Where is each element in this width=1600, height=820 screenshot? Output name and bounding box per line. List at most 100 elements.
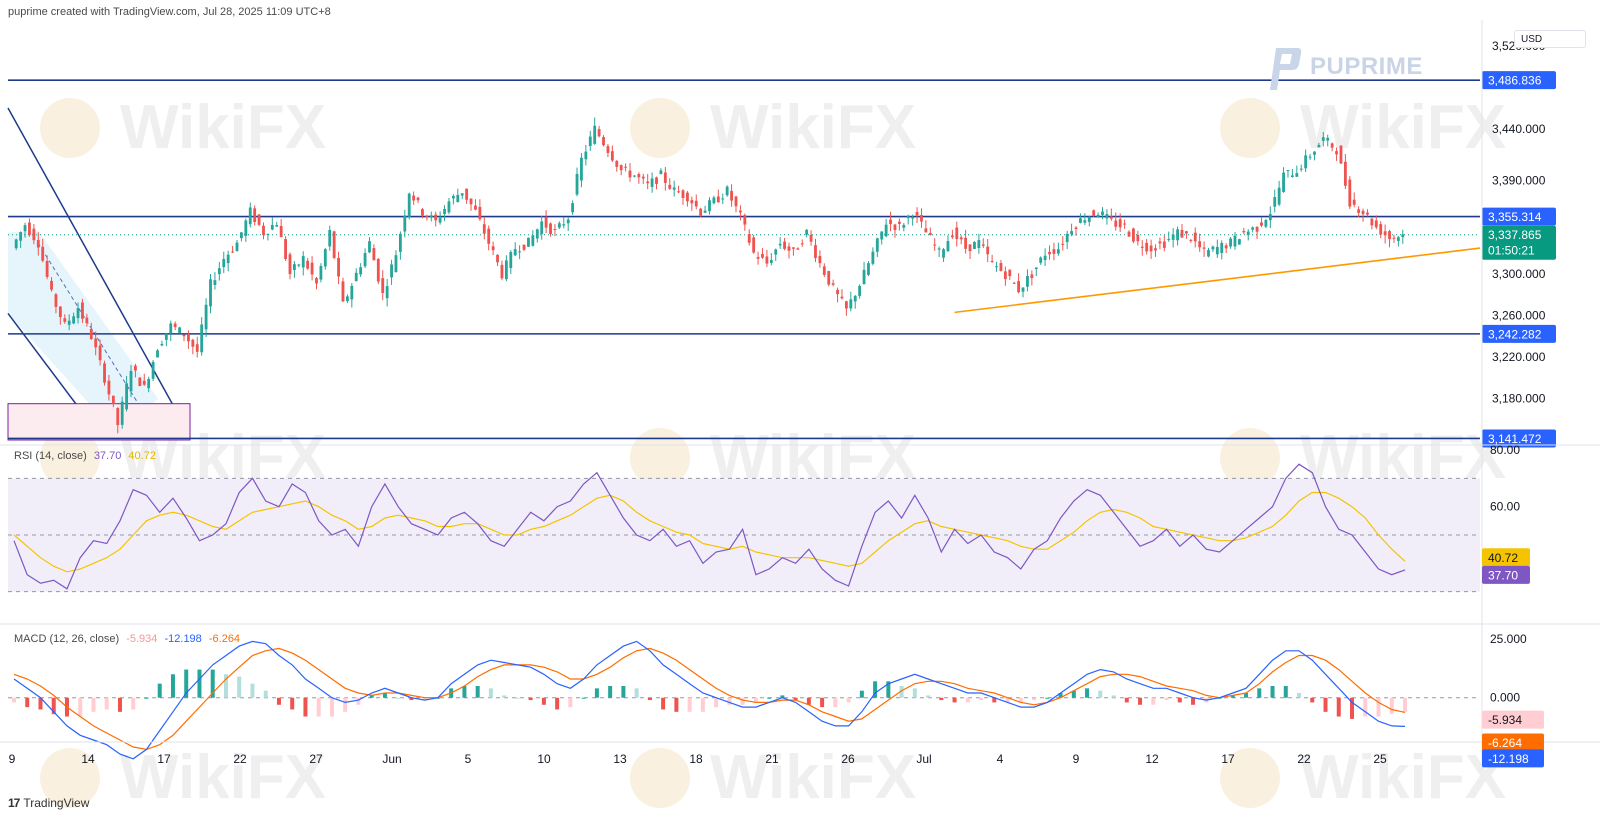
date-tick-label: 22 <box>1297 752 1311 766</box>
candle-body <box>610 151 614 161</box>
macd-histogram-bar <box>992 697 997 703</box>
macd-badge <box>1482 749 1544 768</box>
macd-histogram-bar <box>475 686 480 698</box>
candle-body <box>460 193 464 196</box>
macd-histogram-bar <box>117 697 122 712</box>
tradingview-footer[interactable]: 17 TradingView <box>8 796 89 810</box>
macd-histogram-bar <box>12 697 16 703</box>
candle-body <box>1348 179 1352 207</box>
candle-body <box>275 224 279 227</box>
candle-body <box>191 339 195 347</box>
macd-histogram-bar <box>1257 688 1262 698</box>
macd-hist-badge <box>1482 710 1544 729</box>
candle-body <box>1370 218 1374 226</box>
candle-body <box>738 210 742 213</box>
candle-body <box>1096 214 1100 218</box>
macd-histogram-bar <box>899 686 904 698</box>
candle-body <box>429 215 433 218</box>
candle-body <box>867 263 870 275</box>
candle-body <box>1343 161 1347 186</box>
candle-body <box>94 338 98 348</box>
rsi-line <box>13 463 1406 590</box>
candle-body <box>359 267 363 275</box>
candle-body <box>928 232 932 235</box>
candle-body <box>85 317 89 324</box>
date-tick-label: Jul <box>916 752 931 766</box>
rsi-legend-value: 37.70 <box>93 450 122 462</box>
macd-histogram-bar <box>740 697 745 705</box>
candle-body <box>1176 229 1179 241</box>
candle-body <box>456 194 460 203</box>
candle-body <box>540 221 544 234</box>
candle-body <box>1264 220 1268 227</box>
candle-body <box>884 224 888 237</box>
date-tick-label: 9 <box>9 752 16 766</box>
signal-badge <box>1482 733 1544 752</box>
candle-body <box>1193 232 1197 242</box>
date-tick-label: 26 <box>841 752 855 766</box>
tradingview-logo-icon: 17 <box>8 796 20 810</box>
watermark-text: WikiFX <box>1300 743 1506 812</box>
candle-body <box>1074 227 1078 229</box>
candle-body <box>284 239 287 260</box>
macd-histogram-bar <box>846 697 851 703</box>
candle-body <box>266 233 270 235</box>
date-tick-label: 25 <box>1373 752 1387 766</box>
candle-body <box>1140 246 1144 248</box>
macd-histogram-bar <box>780 695 785 698</box>
candle-body <box>1198 241 1202 248</box>
candle-body <box>906 215 910 219</box>
candle-body <box>315 278 318 284</box>
level-price-label: 3,355.314 <box>1488 210 1542 224</box>
candle-body <box>699 208 703 216</box>
currency-selector[interactable]: USD <box>1514 30 1586 48</box>
candle-body <box>1388 231 1391 240</box>
rsi-legend-title: RSI (14, close) <box>14 450 87 462</box>
candle-body <box>1056 249 1060 254</box>
candle-body <box>337 257 340 277</box>
macd-histogram-bar <box>820 697 825 708</box>
candle-body <box>902 224 906 228</box>
macd-line <box>13 640 1406 760</box>
candle-body <box>438 217 442 223</box>
candle-body <box>990 260 994 262</box>
date-tick-label: 27 <box>309 752 323 766</box>
candle-body <box>527 237 530 247</box>
candle-body <box>262 225 265 236</box>
candle-body <box>1048 251 1051 255</box>
macd-histogram-bar <box>912 688 917 698</box>
candle-body <box>173 323 177 328</box>
macd-histogram-bar <box>1297 693 1302 698</box>
candle-body <box>1357 209 1361 213</box>
rsi-legend[interactable]: RSI (14, close) 37.70 40.72 <box>14 450 156 462</box>
candle-body <box>880 231 884 240</box>
candle-body <box>50 280 53 290</box>
candle-body <box>1039 257 1043 263</box>
candle-body <box>398 233 402 252</box>
candle-body <box>125 383 129 410</box>
watermark-lion-icon <box>1220 748 1280 808</box>
watermark-text: WikiFX <box>710 93 916 162</box>
candle-body <box>425 215 429 217</box>
candle-body <box>778 243 782 246</box>
brand-name: PUPRIME <box>1310 53 1423 80</box>
candle-body <box>240 232 243 239</box>
macd-legend[interactable]: MACD (12, 26, close) -5.934 -12.198 -6.2… <box>14 633 240 645</box>
candle-body <box>756 256 760 259</box>
candle-body <box>1268 214 1272 221</box>
candle-body <box>981 244 985 246</box>
candle-body <box>986 246 990 255</box>
macd-hist-legend-value: -5.934 <box>126 633 158 645</box>
candle-body <box>1043 255 1047 261</box>
candle-body <box>134 365 137 371</box>
candle-body <box>111 395 115 405</box>
rsi-ma-badge-label: 40.72 <box>1488 551 1518 565</box>
macd-histogram-bar <box>157 683 162 698</box>
candle-body <box>955 227 959 240</box>
macd-histogram-bar <box>409 697 414 701</box>
date-tick-label: 17 <box>157 752 171 766</box>
candle-body <box>41 246 45 261</box>
candle-body <box>1233 235 1237 247</box>
